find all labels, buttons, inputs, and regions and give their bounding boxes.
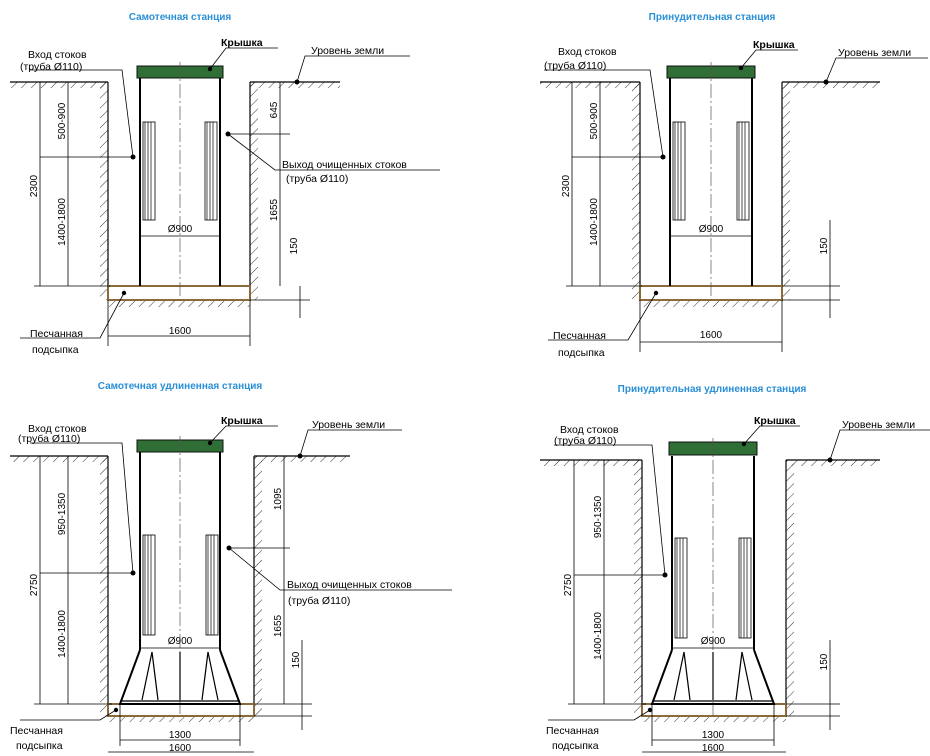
dim-diameter: Ø900 <box>699 224 724 235</box>
panel-title: Принудительная удлиненная станция <box>618 384 807 395</box>
panel-gravity-station: Самотечная станция <box>10 12 440 356</box>
dim-inlet-depth: 950-1350 <box>593 495 604 538</box>
panel-title: Принудительная станция <box>649 12 776 23</box>
dim-width: 1600 <box>700 330 723 341</box>
panel-title: Самотечная удлиненная станция <box>98 381 263 392</box>
lid-label: Крышка <box>221 37 263 49</box>
dim-inlet-height: 1400-1800 <box>57 198 68 246</box>
panel-title: Самотечная станция <box>129 12 232 23</box>
dim-diameter: Ø900 <box>168 224 193 235</box>
lid-label: Крышка <box>221 415 263 427</box>
panel-forced-long-station: Принудительная удлиненная станция <box>540 384 930 754</box>
dim-outlet-height: 1655 <box>273 614 284 637</box>
inlet-label: Вход стоков <box>558 46 617 58</box>
dim-base-width: 1300 <box>702 730 725 741</box>
dim-outlet-depth: 645 <box>269 101 280 118</box>
dim-diameter: Ø900 <box>168 636 193 647</box>
dim-bedding: 150 <box>289 237 300 254</box>
dim-inlet-depth: 500-900 <box>57 102 68 139</box>
sand-label: Песчанная <box>546 725 599 737</box>
dim-diameter: Ø900 <box>701 636 726 647</box>
sand-label-2: подсыпка <box>558 347 605 359</box>
ground-label: Уровень земли <box>838 47 911 59</box>
dim-bedding: 150 <box>819 237 830 254</box>
dim-inlet-height: 1400-1800 <box>593 612 604 660</box>
dim-inlet-height: 1400-1800 <box>57 610 68 658</box>
dim-width: 1600 <box>169 743 192 754</box>
dim-total: 2300 <box>29 174 40 197</box>
inlet-pipe-label: (труба Ø110) <box>20 61 82 73</box>
sand-label-2: подсыпка <box>32 344 79 356</box>
sand-label: Песчанная <box>10 725 63 737</box>
lid-label: Крышка <box>753 39 795 51</box>
ground-label: Уровень земли <box>312 419 385 431</box>
dim-bedding: 150 <box>819 653 830 670</box>
inlet-pipe-label: (труба Ø110) <box>554 435 616 447</box>
dim-outlet-height: 1655 <box>269 198 280 221</box>
dim-outlet-depth: 1095 <box>273 487 284 510</box>
sand-label-2: подсыпка <box>552 740 599 752</box>
dim-inlet-depth: 500-900 <box>589 102 600 139</box>
sand-bedding <box>641 703 787 717</box>
inlet-label: Вход стоков <box>560 424 619 436</box>
ground-label: Уровень земли <box>311 45 384 57</box>
outlet-pipe-label: (труба Ø110) <box>288 595 350 607</box>
dim-width: 1600 <box>702 743 725 754</box>
sand-label: Песчанная <box>553 330 606 342</box>
inlet-label: Вход стоков <box>28 49 87 61</box>
dim-width: 1600 <box>169 326 192 337</box>
dim-inlet-depth: 950-1350 <box>57 492 68 535</box>
inlet-pipe-label: (труба Ø110) <box>544 60 606 72</box>
sand-label: Песчанная <box>30 328 83 340</box>
ground-label: Уровень земли <box>842 419 915 431</box>
dim-inlet-height: 1400-1800 <box>589 198 600 246</box>
sand-bedding <box>107 285 251 301</box>
dim-total: 2750 <box>29 573 40 596</box>
dim-bedding: 150 <box>291 651 302 668</box>
panel-forced-station: Принудительная станция <box>540 12 928 359</box>
inlet-label: Вход стоков <box>28 423 87 435</box>
dim-total: 2750 <box>563 573 574 596</box>
panel-gravity-long-station: Самотечная удлиненная станция <box>10 381 452 754</box>
lid-label: Крышка <box>754 415 796 427</box>
dim-total: 2300 <box>561 174 572 197</box>
outlet-pipe-label: (труба Ø110) <box>286 173 348 185</box>
dim-base-width: 1300 <box>169 730 192 741</box>
outlet-label: Выход очищенных стоков <box>282 159 407 171</box>
sand-label-2: подсыпка <box>16 740 63 752</box>
sand-bedding <box>107 703 255 717</box>
outlet-label: Выход очищенных стоков <box>287 579 412 591</box>
inlet-pipe-label: (труба Ø110) <box>18 433 80 445</box>
